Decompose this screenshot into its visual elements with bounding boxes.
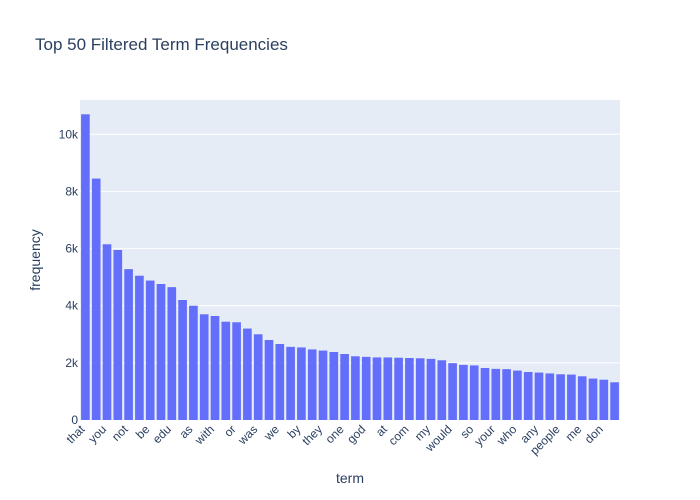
bar-one[interactable] <box>340 354 349 420</box>
y-tick-label: 6k <box>65 242 79 256</box>
x-tick-label: me <box>563 422 585 444</box>
x-tick-label: we <box>260 422 282 444</box>
bar-do[interactable] <box>372 357 382 420</box>
bar-all[interactable] <box>351 356 360 420</box>
bar-so[interactable] <box>469 365 479 420</box>
bar-people[interactable] <box>556 374 565 420</box>
bar-we[interactable] <box>275 344 285 420</box>
bar-edu[interactable] <box>167 287 177 420</box>
bar-you[interactable] <box>102 244 112 420</box>
bar-be[interactable] <box>145 280 155 420</box>
y-tick-label: 8k <box>65 184 79 198</box>
bar-he[interactable] <box>394 357 403 420</box>
bar-any[interactable] <box>534 372 544 420</box>
bar-your[interactable] <box>491 368 501 420</box>
chart-title: Top 50 Filtered Term Frequencies <box>35 35 288 54</box>
bar-me[interactable] <box>577 376 587 420</box>
y-tick-label: 2k <box>65 356 79 370</box>
bar-it[interactable] <box>113 250 123 420</box>
bar-which[interactable] <box>610 382 619 420</box>
bar-by[interactable] <box>297 347 306 420</box>
bar-from[interactable] <box>329 352 339 420</box>
x-tick-label: god <box>344 422 368 446</box>
bar-don[interactable] <box>599 379 609 420</box>
x-tick-label: be <box>133 422 153 442</box>
bar-would[interactable] <box>448 363 457 420</box>
x-tick-label: your <box>472 422 498 448</box>
y-tick-label: 0 <box>71 413 78 427</box>
y-axis-title: frequency <box>27 229 43 290</box>
y-axis-ticks: 0 2k 4k 6k 8k 10k <box>59 127 79 427</box>
x-axis-title: term <box>336 470 364 486</box>
bar-an[interactable] <box>415 358 425 420</box>
bar-know[interactable] <box>567 374 576 420</box>
bar-are[interactable] <box>156 284 166 420</box>
bar-com[interactable] <box>405 358 414 420</box>
x-tick-label: one <box>323 422 347 446</box>
bar-no[interactable] <box>480 368 490 420</box>
bar-they[interactable] <box>318 350 328 420</box>
bar-what[interactable] <box>307 349 317 420</box>
bar-who[interactable] <box>513 370 522 420</box>
bar-god[interactable] <box>361 356 371 420</box>
x-tick-label: with <box>191 422 217 448</box>
bar-was[interactable] <box>253 334 263 420</box>
bar-has[interactable] <box>502 369 511 420</box>
bar-my[interactable] <box>426 358 436 420</box>
bar-will[interactable] <box>459 364 468 420</box>
x-tick-label: com <box>386 422 412 448</box>
bar-there[interactable] <box>286 346 295 420</box>
bar-as[interactable] <box>189 305 198 420</box>
bar-on[interactable] <box>221 321 231 420</box>
x-tick-label: was <box>235 422 261 448</box>
bar-have[interactable] <box>178 300 187 420</box>
bars <box>81 114 619 421</box>
bar-this[interactable] <box>199 314 209 420</box>
x-tick-label: who <box>493 422 519 448</box>
bar-at[interactable] <box>383 357 393 420</box>
x-tick-label: don <box>582 422 606 446</box>
bar-just[interactable] <box>545 373 555 420</box>
bar-like[interactable] <box>588 378 598 420</box>
bar-some[interactable] <box>523 372 533 420</box>
x-tick-label: not <box>109 422 131 444</box>
bar-if[interactable] <box>264 340 274 420</box>
bar-with[interactable] <box>210 316 220 420</box>
bar-that[interactable] <box>81 114 90 421</box>
y-tick-label: 4k <box>65 299 79 313</box>
bar-can[interactable] <box>243 328 252 420</box>
x-tick-label: that <box>63 422 88 447</box>
x-tick-label: edu <box>150 422 174 446</box>
x-tick-label: they <box>299 422 325 448</box>
bar-about[interactable] <box>437 360 447 420</box>
x-tick-label: you <box>86 422 110 446</box>
bar-is[interactable] <box>91 178 101 420</box>
bar-or[interactable] <box>232 322 241 420</box>
bar-not[interactable] <box>124 269 133 420</box>
y-tick-label: 10k <box>59 127 79 141</box>
bar-for[interactable] <box>135 275 144 420</box>
